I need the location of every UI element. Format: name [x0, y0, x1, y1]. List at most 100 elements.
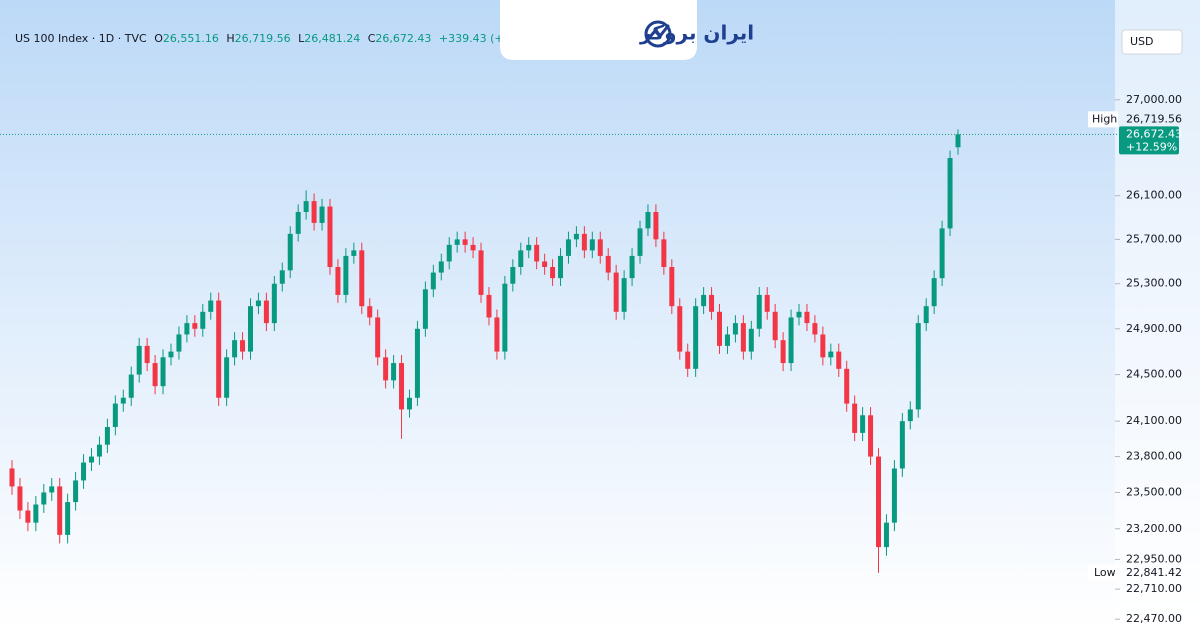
candle-body — [788, 317, 794, 364]
y-tick-label: 22,470.00 — [1126, 612, 1182, 625]
candle-body — [589, 239, 595, 251]
candle-body — [860, 415, 866, 433]
candle-body — [605, 255, 611, 273]
candle-body — [581, 233, 587, 251]
candle-body — [287, 233, 293, 271]
candle-body — [184, 323, 190, 335]
candle-body — [717, 311, 723, 346]
low-marker-value: 22,841.42 — [1126, 566, 1182, 579]
candle-body — [653, 211, 659, 240]
candle-body — [49, 486, 55, 493]
plot-area — [9, 129, 961, 573]
candle-body — [65, 502, 71, 535]
candle-body — [160, 357, 166, 387]
candle-body — [399, 363, 405, 410]
candle-body — [780, 340, 786, 364]
ohlc-value: 26,672.43 — [375, 32, 431, 45]
candle-body — [915, 323, 921, 410]
candle-body — [104, 427, 110, 445]
candle-body — [192, 323, 198, 329]
y-tick-label: 26,100.00 — [1126, 189, 1182, 202]
candle-body — [224, 357, 230, 398]
candle-body — [319, 206, 325, 223]
candle-body — [748, 328, 754, 352]
candle-body — [168, 351, 174, 358]
candle-body — [9, 468, 15, 487]
y-tick-label: 25,300.00 — [1126, 277, 1182, 290]
candle-body — [947, 158, 953, 229]
y-tick-label: 24,900.00 — [1126, 322, 1182, 335]
last-price-box — [1119, 126, 1179, 155]
candle-body — [645, 211, 651, 229]
candle-body — [422, 289, 428, 329]
candle-body — [128, 374, 134, 398]
candle-body — [247, 306, 253, 352]
candle-body — [462, 239, 468, 245]
candle-body — [724, 334, 730, 346]
candle-body — [96, 444, 102, 457]
candle-body — [311, 201, 317, 223]
candle-body — [73, 480, 79, 503]
candle-body — [144, 345, 150, 364]
candle-body — [454, 239, 460, 245]
candle-body — [33, 504, 39, 523]
candle-body — [25, 510, 31, 523]
legend-line: US 100 Index · 1D · TVC O26,551.16 H26,7… — [15, 32, 543, 45]
candle-body — [891, 468, 897, 523]
candle-body — [255, 300, 261, 307]
candle-body — [136, 345, 142, 375]
candle-body — [939, 228, 945, 279]
candle-body — [88, 456, 94, 463]
candle-body — [796, 311, 802, 318]
high-marker-value: 26,719.56 — [1126, 112, 1182, 125]
candle-body — [57, 486, 63, 535]
candle-body — [923, 306, 929, 324]
candle-body — [565, 239, 571, 256]
candle-body — [899, 421, 905, 469]
candle-body — [550, 267, 556, 279]
candle-body — [772, 311, 778, 341]
ohlc-value: 26,719.56 — [235, 32, 291, 45]
candle-body — [17, 486, 23, 511]
y-tick-label: 23,200.00 — [1126, 522, 1182, 535]
candle-body — [542, 261, 548, 268]
candle-body — [883, 522, 889, 548]
high-marker-label: High — [1092, 112, 1117, 125]
y-tick-label: 24,100.00 — [1126, 414, 1182, 427]
currency-button[interactable] — [1121, 29, 1183, 55]
candle-body — [343, 255, 349, 295]
candle-body — [669, 267, 675, 307]
candle-body — [303, 201, 309, 212]
y-tick-label: 22,710.00 — [1126, 582, 1182, 595]
candle-body — [629, 255, 635, 279]
candle-body — [279, 270, 285, 284]
candle-body — [367, 306, 373, 318]
candle-body — [240, 340, 246, 352]
y-tick-label: 23,500.00 — [1126, 485, 1182, 498]
candle-body — [216, 300, 222, 398]
logo-text: ایران بروکر — [639, 21, 754, 45]
candle-body — [597, 239, 603, 256]
candle-body — [764, 294, 770, 312]
symbol: US 100 Index · 1D · TVC — [15, 32, 147, 45]
candle-body — [406, 397, 412, 410]
candle-body — [876, 456, 882, 548]
candle-body — [828, 351, 834, 358]
candle-body — [176, 334, 182, 352]
currency-label[interactable]: USD — [1130, 35, 1154, 48]
ohlc-key: O — [154, 32, 163, 45]
candle-body — [120, 397, 126, 404]
candle-body — [907, 409, 913, 422]
candle-body — [200, 311, 206, 329]
candle-body — [359, 250, 365, 307]
candle-body — [820, 334, 826, 358]
candle-body — [621, 278, 627, 312]
candle-body — [494, 317, 500, 352]
candle-body — [534, 244, 540, 262]
candle-body — [446, 244, 452, 262]
candle-body — [478, 250, 484, 295]
ohlc-key: L — [298, 32, 305, 45]
ohlc-value: 26,481.24 — [304, 32, 360, 45]
